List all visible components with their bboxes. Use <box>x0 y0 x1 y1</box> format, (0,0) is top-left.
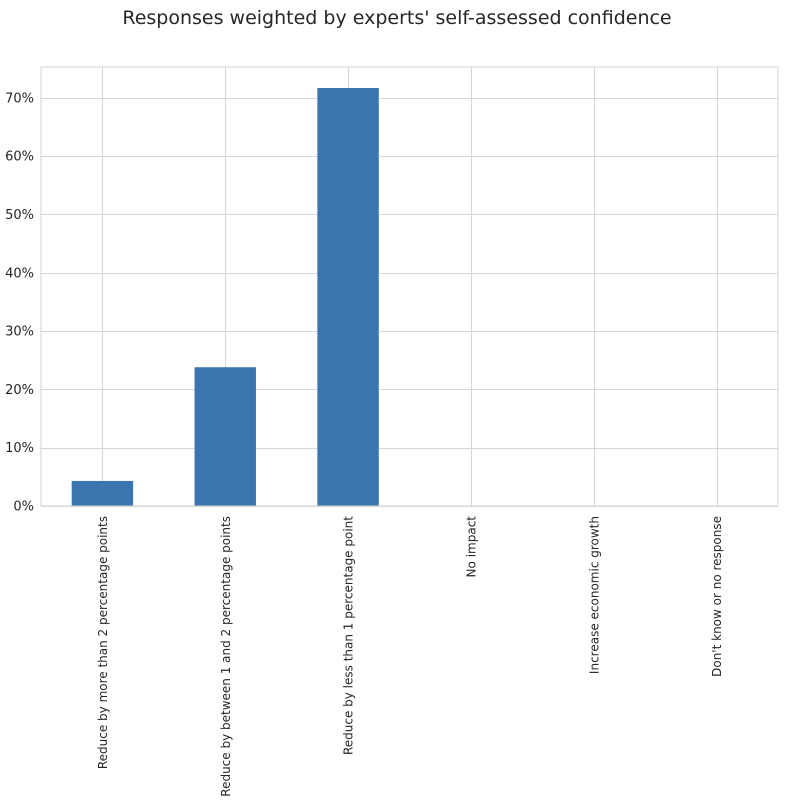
y-tick-label: 70% <box>5 91 34 106</box>
x-tick-label: Reduce by between 1 and 2 percentage poi… <box>219 516 233 797</box>
x-tick-label: Reduce by more than 2 percentage points <box>96 516 110 769</box>
y-tick-label: 50% <box>5 208 34 223</box>
y-tick-label: 40% <box>5 266 34 281</box>
bar <box>317 87 379 507</box>
x-axis-ticks: Reduce by more than 2 percentage points R… <box>96 516 724 797</box>
x-tick-label: No impact <box>464 516 478 578</box>
y-axis-ticks: 0% 10% 20% 30% 40% 50% 60% 70% <box>5 91 34 514</box>
bar <box>71 480 134 506</box>
x-tick-label: Reduce by less than 1 percentage point <box>342 516 356 755</box>
grid-lines <box>41 67 778 507</box>
y-tick-label: 30% <box>5 325 34 340</box>
x-tick-label: Don't know or no response <box>710 516 724 677</box>
y-tick-label: 60% <box>5 150 34 165</box>
y-tick-label: 10% <box>5 441 34 456</box>
y-tick-label: 0% <box>13 500 34 515</box>
bar <box>194 367 256 506</box>
y-tick-label: 20% <box>5 383 34 398</box>
chart-title: Responses weighted by experts' self-asse… <box>122 7 672 29</box>
plot-frame <box>40 66 779 507</box>
x-tick-label: Increase economic growth <box>587 516 601 674</box>
bars <box>71 87 379 507</box>
